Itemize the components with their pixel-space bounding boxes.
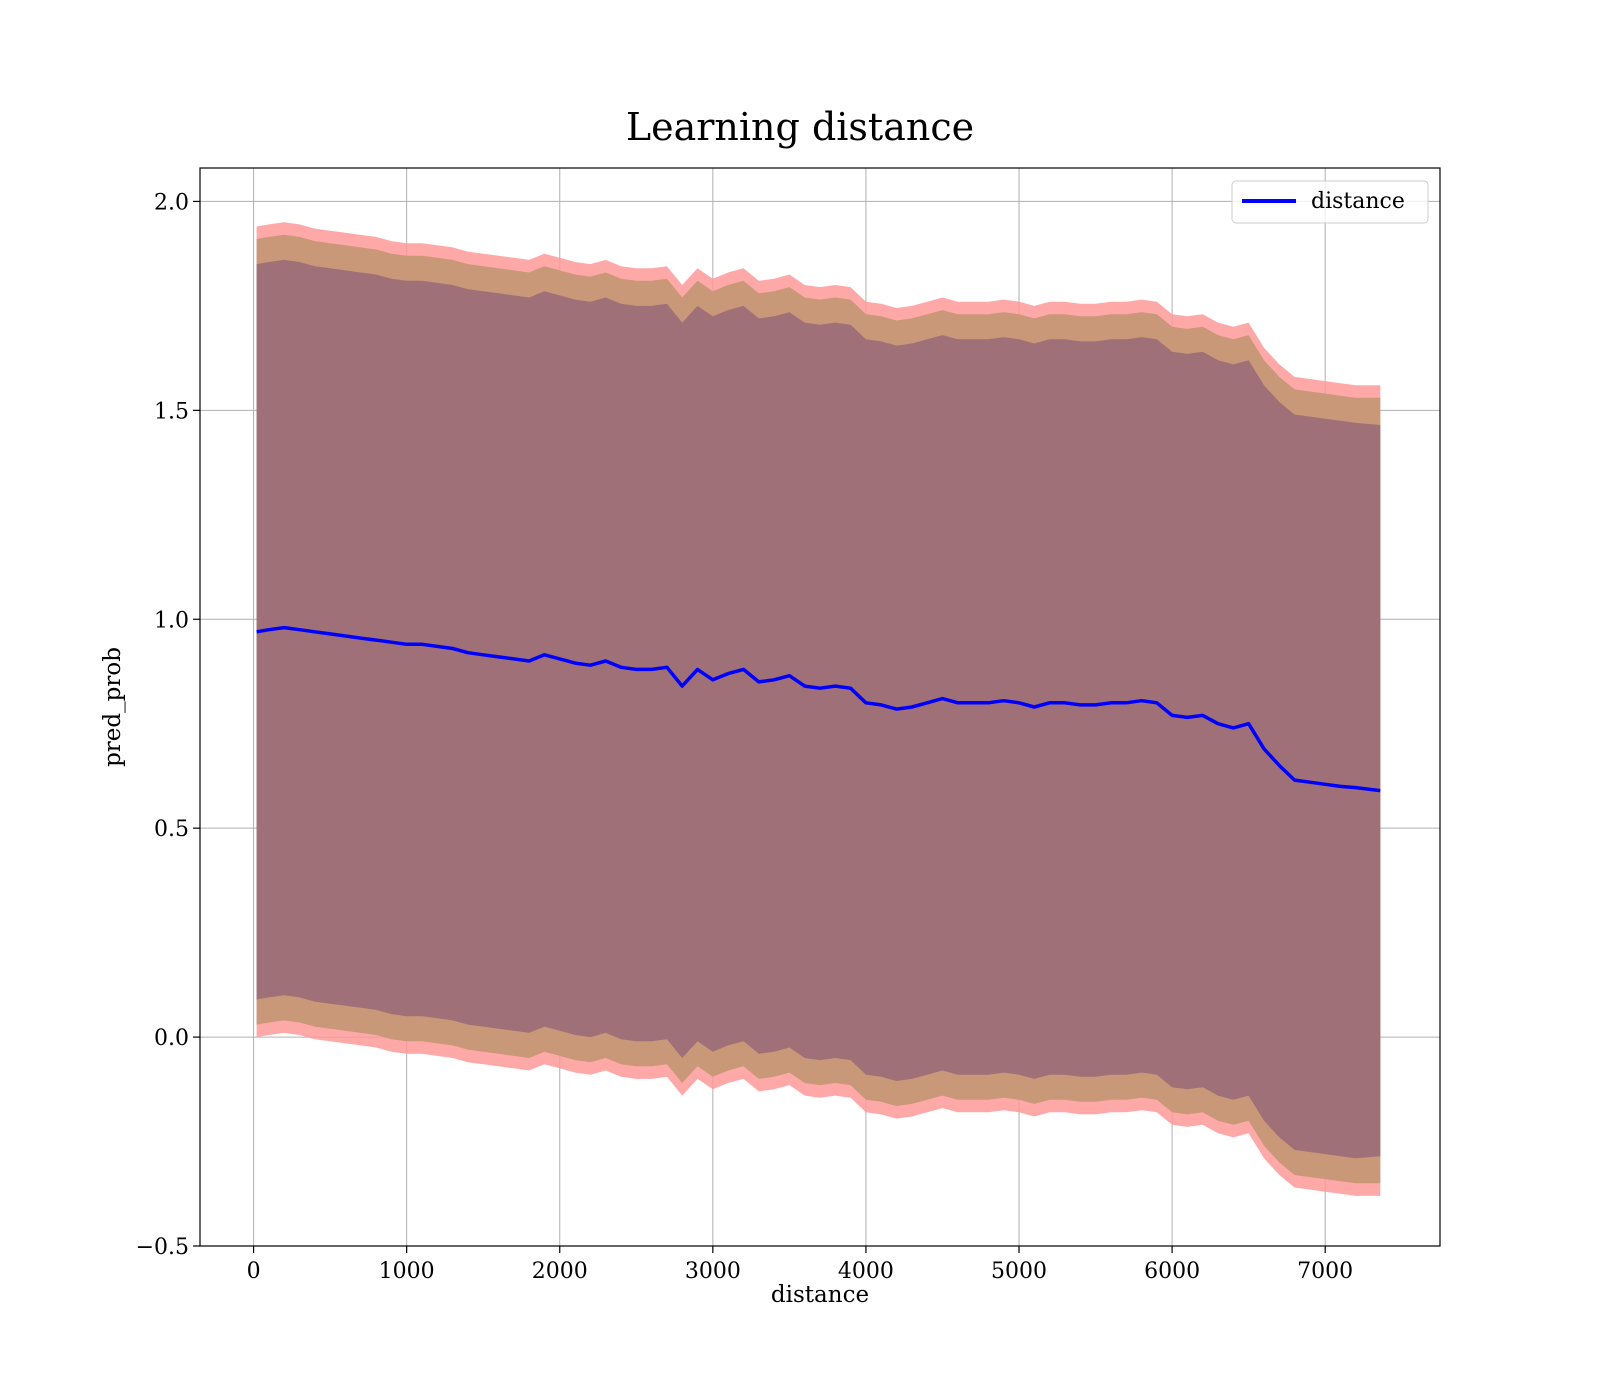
- x-tick-label: 5000: [991, 1259, 1047, 1284]
- legend: distance: [1231, 180, 1429, 224]
- legend-label-distance: distance: [1311, 189, 1405, 214]
- y-tick-label: 1.5: [154, 399, 189, 424]
- x-tick-label: 6000: [1144, 1259, 1200, 1284]
- band-inner: [256, 259, 1381, 1159]
- x-tick-label: 2000: [532, 1259, 588, 1284]
- chart-title: Learning distance: [626, 105, 974, 149]
- y-tick-label: 1.0: [154, 608, 189, 633]
- plot-frame: [199, 167, 1441, 1247]
- legend-box: [1231, 180, 1429, 224]
- y-tick-label: 2.0: [154, 190, 189, 215]
- x-tick-label: 7000: [1297, 1259, 1353, 1284]
- x-axis-label: distance: [771, 1282, 869, 1308]
- confidence-bands: [256, 222, 1381, 1196]
- x-tick-label: 4000: [838, 1259, 894, 1284]
- x-tick-label: 1000: [379, 1259, 435, 1284]
- y-tick-label: 0.5: [154, 817, 189, 842]
- x-tick-label: 0: [247, 1259, 261, 1284]
- x-tick-label: 3000: [685, 1259, 741, 1284]
- series-line-distance: [256, 625, 1381, 793]
- y-tick-label: −0.5: [136, 1235, 189, 1260]
- series-lines: [256, 625, 1381, 793]
- y-tick-label: 0.0: [154, 1026, 189, 1051]
- axis-ticks: 0 1000 2000 3000 4000 5000 6000 7000 −0.5 0.0 0.5 1…: [136, 190, 1354, 1284]
- y-axis-label: pred_prob: [100, 647, 126, 767]
